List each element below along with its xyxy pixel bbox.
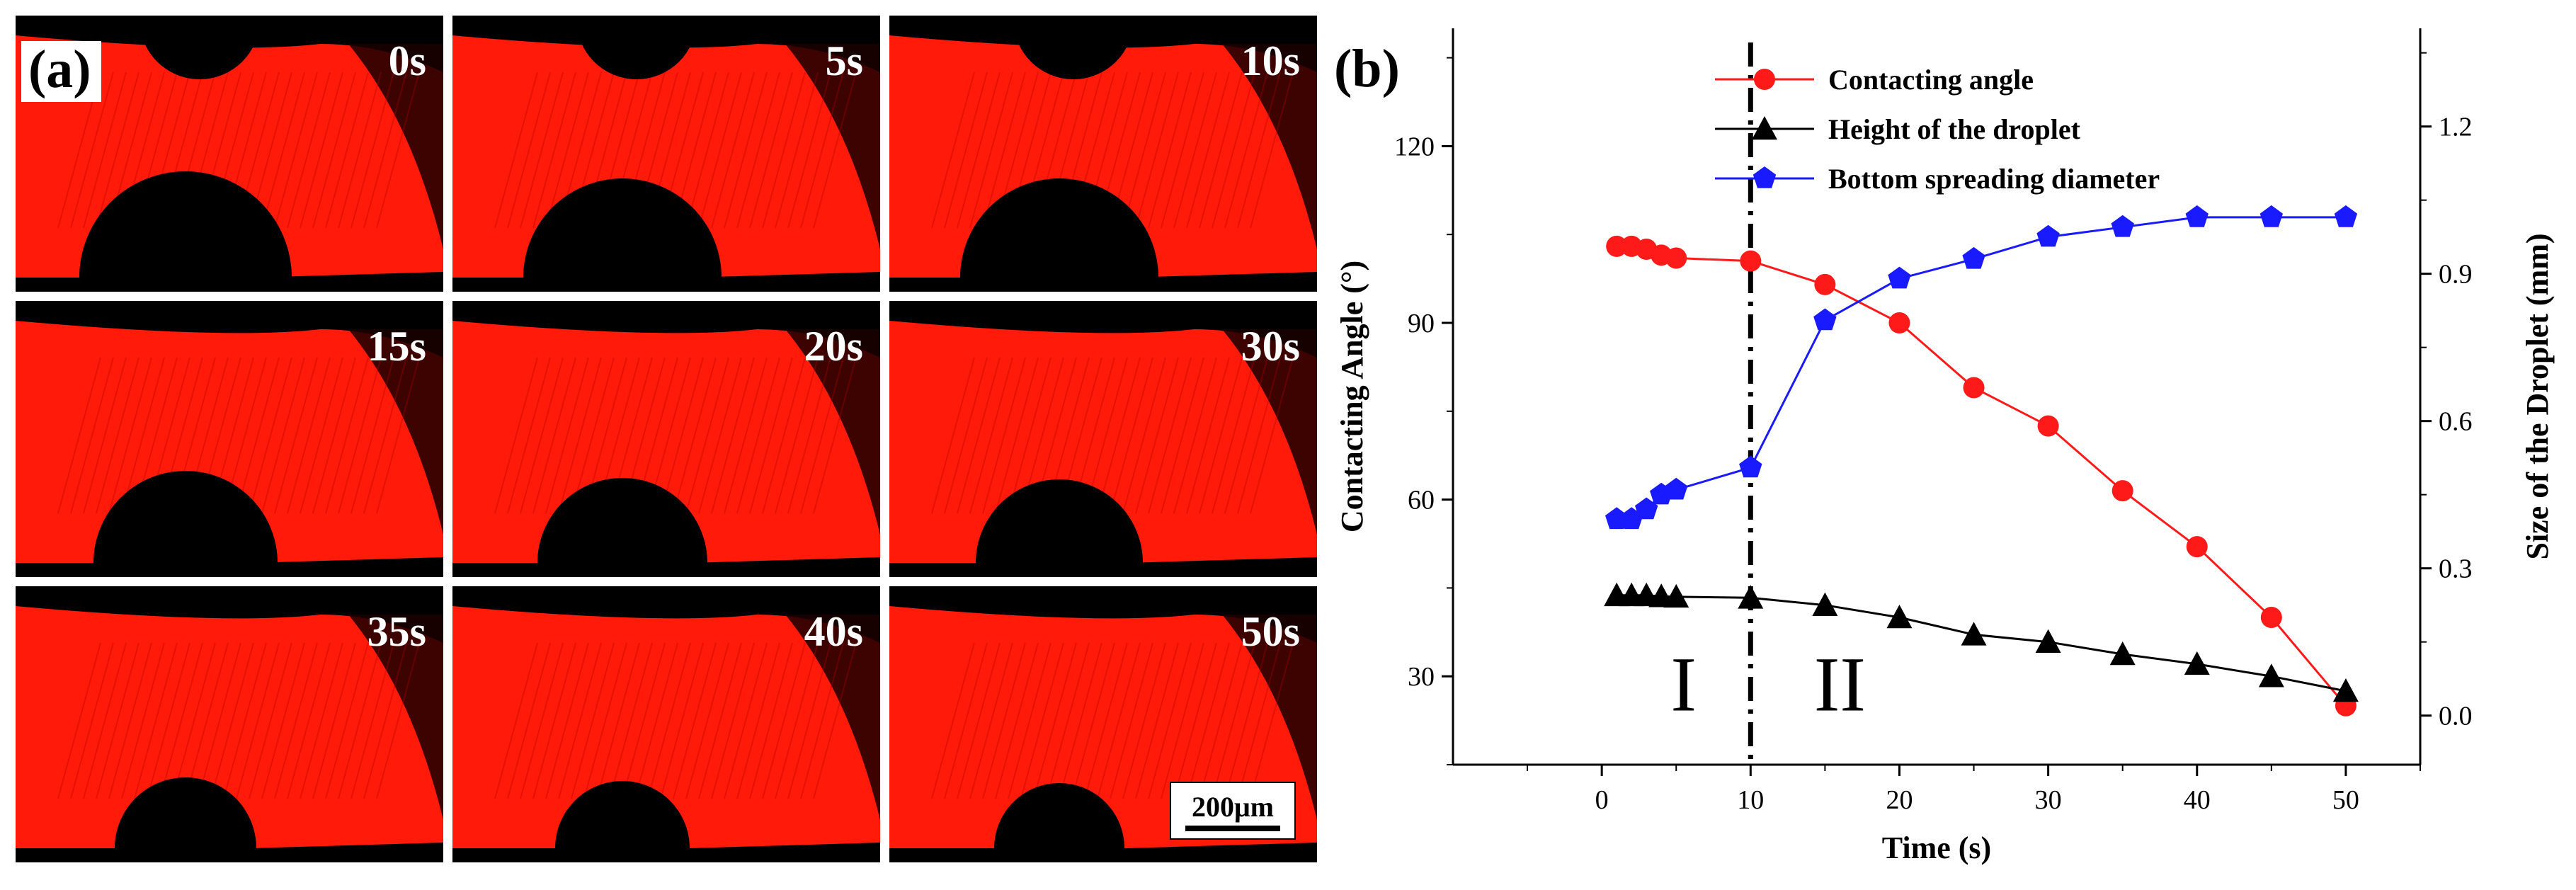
scale-bar-label: 200μm bbox=[1192, 791, 1274, 823]
legend-marker bbox=[1753, 166, 1777, 188]
legend-label: Contacting angle bbox=[1828, 64, 2034, 96]
data-point bbox=[1665, 247, 1687, 269]
data-point bbox=[2036, 224, 2060, 247]
time-label: 10s bbox=[1241, 38, 1300, 84]
data-point bbox=[1740, 250, 1762, 272]
x-axis-title: Time (s) bbox=[1882, 831, 1991, 865]
micrograph-image bbox=[452, 16, 880, 292]
time-label: 35s bbox=[367, 608, 426, 655]
x-tick-label: 10 bbox=[1737, 785, 1764, 815]
data-point bbox=[1963, 377, 1985, 399]
micrograph-tile: 5s bbox=[452, 16, 880, 292]
micrograph-tile: 0s bbox=[16, 16, 443, 292]
data-point bbox=[2111, 480, 2133, 502]
time-label: 50s bbox=[1241, 608, 1300, 655]
legend-marker bbox=[1752, 116, 1777, 140]
contact-angle-chart: 0 10 20 30 40 50 30 60 90 120 0.0 0.3 0.6 0.9 1.2 Time … bbox=[1334, 28, 2555, 865]
data-point bbox=[2186, 536, 2208, 558]
panel-a-label: (a) bbox=[21, 41, 101, 102]
legend-label: Bottom spreading diameter bbox=[1828, 163, 2160, 195]
data-point bbox=[2109, 641, 2136, 666]
x-tick-label: 40 bbox=[2184, 785, 2211, 815]
x-tick-label: 0 bbox=[1595, 785, 1609, 815]
micrograph-image bbox=[452, 586, 880, 862]
micrograph-tile: 35s bbox=[16, 586, 443, 862]
time-label: 0s bbox=[388, 38, 426, 84]
data-point bbox=[2260, 607, 2282, 628]
data-point bbox=[1886, 605, 1913, 629]
data-point bbox=[2111, 215, 2134, 237]
data-point bbox=[1739, 455, 1762, 478]
data-point bbox=[2037, 415, 2059, 437]
y-right-tick-label: 0.6 bbox=[2439, 407, 2473, 437]
legend-label: Height of the droplet bbox=[1828, 113, 2081, 145]
data-point bbox=[1605, 507, 1629, 530]
time-label: 5s bbox=[825, 38, 863, 84]
chart-panel: 0 10 20 30 40 50 30 60 90 120 0.0 0.3 0.6 0.9 1.2 Time … bbox=[1318, 0, 2576, 890]
data-point bbox=[1814, 273, 1836, 295]
y-right-tick-label: 1.2 bbox=[2439, 113, 2473, 142]
data-point bbox=[1961, 622, 1987, 646]
micrograph-tile: 10s bbox=[889, 16, 1317, 292]
region-label: I bbox=[1670, 641, 1697, 728]
y-right-axis-title: Size of the Droplet (mm) bbox=[2520, 233, 2555, 559]
micrograph-tile: 30s bbox=[889, 301, 1317, 577]
time-label: 30s bbox=[1241, 323, 1300, 370]
micrograph-panel: 0s 5s 10s 15s 20s 30s 35s 40s 50s (a) 200μm bbox=[16, 16, 1317, 862]
data-point bbox=[1812, 592, 1838, 616]
data-point bbox=[2184, 651, 2210, 675]
data-point bbox=[2334, 205, 2358, 227]
x-tick-label: 30 bbox=[2035, 785, 2062, 815]
data-point bbox=[2258, 663, 2284, 688]
panel-b-label: (b) bbox=[1334, 39, 1400, 98]
micrograph-tile: 40s bbox=[452, 586, 880, 862]
data-point bbox=[1813, 308, 1837, 331]
data-point bbox=[1606, 235, 1628, 257]
data-point bbox=[1738, 585, 1764, 609]
data-point bbox=[2185, 205, 2209, 227]
data-point bbox=[1888, 312, 1910, 333]
y-left-tick-label: 60 bbox=[1408, 486, 1435, 515]
micrograph-image bbox=[452, 301, 880, 577]
legend-marker bbox=[1754, 69, 1775, 90]
data-point bbox=[2035, 629, 2061, 653]
x-tick-label: 50 bbox=[2332, 785, 2359, 815]
y-right-tick-label: 0.9 bbox=[2439, 260, 2473, 290]
time-label: 40s bbox=[804, 608, 863, 655]
y-right-tick-label: 0.3 bbox=[2439, 554, 2473, 584]
region-label: II bbox=[1814, 641, 1866, 728]
y-left-axis-title: Contacting Angle (°) bbox=[1335, 261, 1369, 532]
scale-bar-line bbox=[1185, 826, 1280, 831]
y-right-tick-label: 0.0 bbox=[2439, 702, 2473, 731]
data-point bbox=[1635, 497, 1658, 520]
data-point bbox=[1665, 477, 1688, 500]
data-point bbox=[2259, 205, 2283, 227]
y-left-tick-label: 30 bbox=[1408, 662, 1435, 692]
micrograph-image bbox=[889, 301, 1317, 577]
micrograph-image bbox=[16, 301, 443, 577]
y-left-tick-label: 120 bbox=[1394, 132, 1435, 161]
data-point bbox=[1663, 583, 1689, 608]
x-tick-label: 20 bbox=[1886, 785, 1913, 815]
data-point bbox=[2332, 678, 2359, 702]
time-label: 20s bbox=[804, 323, 863, 370]
micrograph-tile: 20s bbox=[452, 301, 880, 577]
data-point bbox=[1962, 246, 1985, 269]
micrograph-image bbox=[16, 586, 443, 862]
data-point bbox=[1888, 266, 1911, 289]
time-label: 15s bbox=[367, 323, 426, 370]
y-left-tick-label: 90 bbox=[1408, 309, 1435, 338]
scale-bar: 200μm bbox=[1170, 782, 1296, 840]
micrograph-tile: 15s bbox=[16, 301, 443, 577]
micrograph-image bbox=[889, 16, 1317, 292]
